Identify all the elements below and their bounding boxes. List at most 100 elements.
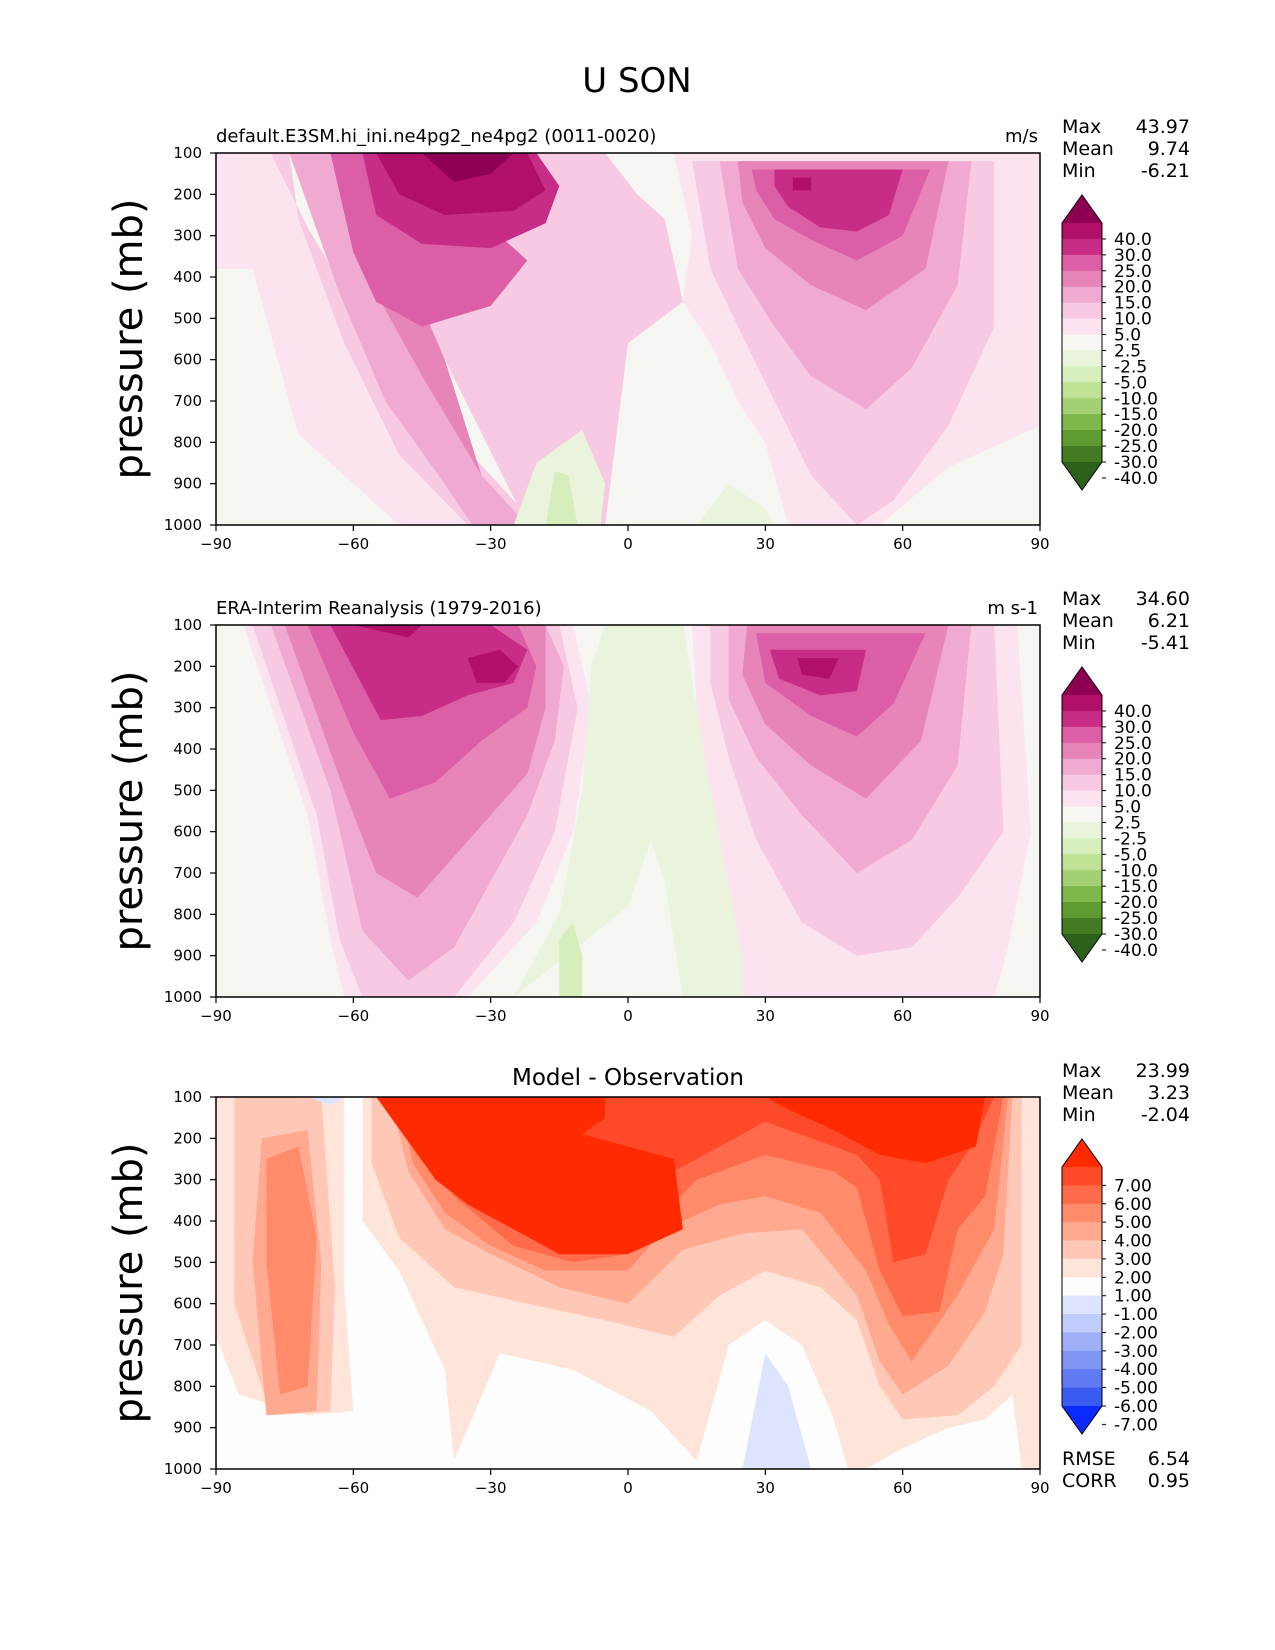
contour-region	[467, 649, 519, 683]
y-tick-label: 900	[173, 1419, 202, 1437]
contour-region	[376, 153, 546, 215]
colorbar-segment	[1062, 366, 1102, 383]
stat-label: CORR	[1062, 1470, 1117, 1492]
contour-region	[422, 153, 514, 182]
y-tick-label: 700	[173, 392, 202, 410]
colorbar-segment	[1062, 302, 1102, 320]
stat-label: Mean	[1062, 610, 1114, 632]
colorbar-segment	[1062, 1167, 1102, 1186]
y-tick-label: 300	[173, 1171, 202, 1189]
colorbar-segment	[1062, 1258, 1102, 1278]
colorbar-segment	[1062, 1185, 1102, 1205]
colorbar-label: -40.0	[1114, 469, 1158, 489]
stat-value: 23.99	[1136, 1060, 1190, 1082]
stat-value: 34.60	[1136, 588, 1190, 610]
colorbar-label: -25.0	[1114, 909, 1158, 929]
colorbar-segment	[1062, 774, 1102, 792]
colorbar-label: -25.0	[1114, 437, 1158, 457]
y-axis-label: pressure (mb)	[106, 198, 152, 479]
colorbar-label: 5.00	[1114, 1213, 1152, 1233]
stat-value: 3.23	[1148, 1082, 1190, 1104]
colorbar-label: 25.0	[1114, 734, 1152, 754]
x-tick-label: 60	[893, 1007, 912, 1025]
colorbar-label: 7.00	[1114, 1176, 1152, 1196]
x-tick-label: 30	[756, 1007, 775, 1025]
colorbar: 40.030.025.020.015.010.05.02.5-2.5-5.0-1…	[1061, 666, 1158, 963]
colorbar-segment	[1062, 286, 1102, 304]
colorbar-label: 6.00	[1114, 1195, 1152, 1215]
x-tick-label: −60	[338, 535, 370, 553]
colorbar-segment	[1062, 902, 1102, 919]
x-tick-label: 60	[893, 1479, 912, 1497]
stat-label: Max	[1062, 588, 1101, 610]
colorbar-label: -30.0	[1114, 925, 1158, 945]
y-tick-label: 500	[173, 781, 202, 799]
colorbar-label: -30.0	[1114, 453, 1158, 473]
y-tick-label: 100	[173, 616, 202, 634]
colorbar-segment	[1062, 1203, 1102, 1223]
y-tick-label: 1000	[164, 516, 202, 534]
stat-value: -6.21	[1141, 160, 1190, 182]
stat-label: Min	[1062, 632, 1096, 654]
contour-region	[559, 922, 583, 997]
colorbar-label: -4.00	[1114, 1360, 1158, 1380]
colorbar-label: -2.00	[1114, 1323, 1158, 1343]
y-tick-label: 300	[173, 699, 202, 717]
colorbar-label: 3.00	[1114, 1250, 1152, 1270]
y-tick-label: 900	[173, 947, 202, 965]
y-tick-label: 600	[173, 823, 202, 841]
colorbar-segment	[1062, 870, 1102, 887]
colorbar-segment	[1062, 414, 1102, 431]
panel-title: default.E3SM.hi_ini.ne4pg2_ne4pg2 (0011-…	[216, 126, 656, 147]
colorbar-label: -5.0	[1114, 373, 1147, 393]
colorbar-segment	[1062, 238, 1102, 256]
colorbar-label: -1.00	[1114, 1305, 1158, 1325]
contour-region	[266, 1146, 317, 1395]
colorbar-segment	[1062, 758, 1102, 776]
contour-region	[545, 471, 578, 525]
stat-value: 43.97	[1136, 116, 1190, 138]
colorbar-label: -5.00	[1114, 1379, 1158, 1399]
contour-field	[216, 153, 1040, 525]
colorbar-segment	[1062, 726, 1102, 744]
stat-label: RMSE	[1062, 1448, 1116, 1470]
contour-field	[216, 625, 1040, 997]
colorbar-label: 40.0	[1114, 230, 1152, 250]
x-tick-label: 60	[893, 535, 912, 553]
colorbar-segment	[1062, 806, 1102, 824]
y-tick-label: 1000	[164, 988, 202, 1006]
colorbar-label: -5.0	[1114, 845, 1147, 865]
stat-label: Mean	[1062, 138, 1114, 160]
colorbar-segment	[1062, 446, 1102, 463]
colorbar-extend-max	[1062, 667, 1102, 695]
colorbar-segment	[1062, 838, 1102, 855]
y-tick-label: 200	[173, 1129, 202, 1147]
colorbar-extend-min	[1062, 462, 1102, 490]
x-tick-label: −60	[338, 1007, 370, 1025]
colorbar-segment	[1062, 886, 1102, 903]
y-tick-label: 900	[173, 475, 202, 493]
colorbar-label: 30.0	[1114, 718, 1152, 738]
contour-field	[216, 1097, 1040, 1469]
contour-region	[696, 483, 775, 525]
x-tick-label: 0	[623, 1007, 633, 1025]
y-axis-label: pressure (mb)	[106, 670, 152, 951]
y-tick-label: 400	[173, 268, 202, 286]
colorbar-label: -7.00	[1114, 1415, 1158, 1435]
panel-2: −90 −60 −30 0 30 60 90 100 200 300 400 500 600 700 800…	[106, 588, 1190, 1025]
colorbar-label: -10.0	[1114, 389, 1158, 409]
colorbar-segment	[1062, 382, 1102, 399]
panel-1: −90 −60 −30 0 30 60 90 100 200 300 400 500 600 700 800…	[106, 116, 1190, 553]
colorbar: 7.006.005.004.003.002.001.00-1.00-2.00-3…	[1061, 1138, 1158, 1435]
colorbar-label: -15.0	[1114, 877, 1158, 897]
colorbar-segment	[1062, 398, 1102, 415]
colorbar-label: -15.0	[1114, 405, 1158, 425]
stat-label: Min	[1062, 1104, 1096, 1126]
colorbar-label: -40.0	[1114, 941, 1158, 961]
colorbar-label: 2.5	[1114, 341, 1141, 361]
colorbar-segment	[1062, 1277, 1102, 1297]
stat-value: -5.41	[1141, 632, 1190, 654]
y-tick-label: 100	[173, 1088, 202, 1106]
stat-value: -2.04	[1141, 1104, 1190, 1126]
colorbar-extend-max	[1062, 1139, 1102, 1167]
